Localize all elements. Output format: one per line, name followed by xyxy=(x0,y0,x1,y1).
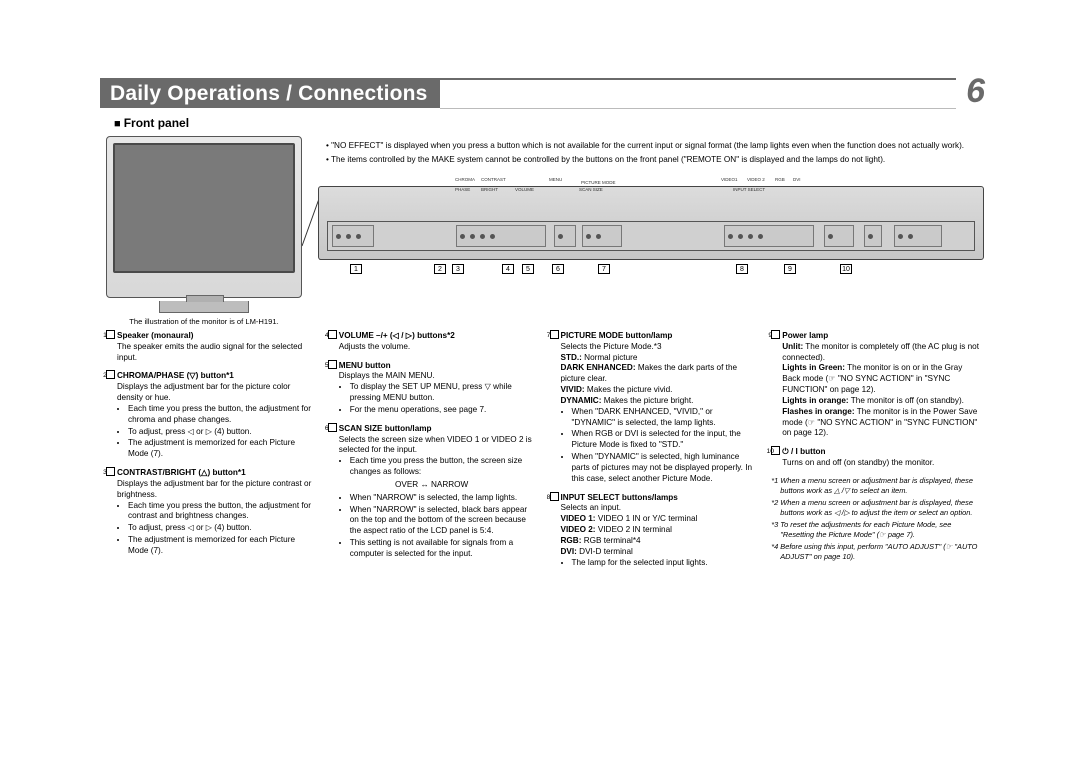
column-2: 4VOLUME –/+ (◁ / ▷) buttons*2 Adjusts th… xyxy=(328,330,536,575)
entry-input-select: 8INPUT SELECT buttons/lamps Selects an i… xyxy=(550,492,758,569)
page-number: 6 xyxy=(956,78,985,108)
header-rule xyxy=(440,78,957,108)
monitor-base xyxy=(159,301,249,313)
manual-page: Daily Operations / Connections 6 Front p… xyxy=(100,78,985,668)
monitor-illustration: The illustration of the monitor is of LM… xyxy=(106,136,302,326)
entry-speaker: 1Speaker (monaural) The speaker emits th… xyxy=(106,330,314,363)
section-title: Front panel xyxy=(114,116,985,130)
entry-power-lamp: 9Power lamp Unlit: The monitor is comple… xyxy=(771,330,979,439)
scan-size-diagram: OVER ↔ NARROW xyxy=(328,480,536,491)
entry-contrast-bright: 3CONTRAST/BRIGHT (△) button*1 Displays t… xyxy=(106,467,314,557)
illustration-caption: The illustration of the monitor is of LM… xyxy=(106,317,302,326)
panel-strip xyxy=(327,221,975,251)
entry-chroma-phase: 2CHROMA/PHASE (▽) button*1 Displays the … xyxy=(106,370,314,460)
entry-power-button: 10⏻ / I button Turns on and off (on stan… xyxy=(771,446,979,469)
entry-picture-mode: 7PICTURE MODE button/lamp Selects the Pi… xyxy=(550,330,758,485)
entry-menu: 5MENU button Displays the MAIN MENU. To … xyxy=(328,360,536,416)
callout-numbers: 1 2 3 4 5 6 7 8 9 10 xyxy=(318,264,984,282)
entry-volume: 4VOLUME –/+ (◁ / ▷) buttons*2 Adjusts th… xyxy=(328,330,536,353)
chapter-title: Daily Operations / Connections xyxy=(100,78,440,108)
page-header: Daily Operations / Connections 6 xyxy=(100,78,985,108)
monitor-bezel xyxy=(106,136,302,298)
monitor-screen xyxy=(113,143,295,273)
column-3: 7PICTURE MODE button/lamp Selects the Pi… xyxy=(550,330,758,575)
description-columns: 1Speaker (monaural) The speaker emits th… xyxy=(100,330,985,575)
column-1: 1Speaker (monaural) The speaker emits th… xyxy=(106,330,314,575)
illustration-area: • "NO EFFECT" is displayed when you pres… xyxy=(100,136,985,326)
footnotes: *1 When a menu screen or adjustment bar … xyxy=(771,476,979,562)
entry-scan-size: 6SCAN SIZE button/lamp Selects the scree… xyxy=(328,423,536,560)
column-4: 9Power lamp Unlit: The monitor is comple… xyxy=(771,330,979,575)
front-panel-diagram: CHROMA CONTRAST PHASE BRIGHT VOLUME MENU… xyxy=(318,186,984,260)
